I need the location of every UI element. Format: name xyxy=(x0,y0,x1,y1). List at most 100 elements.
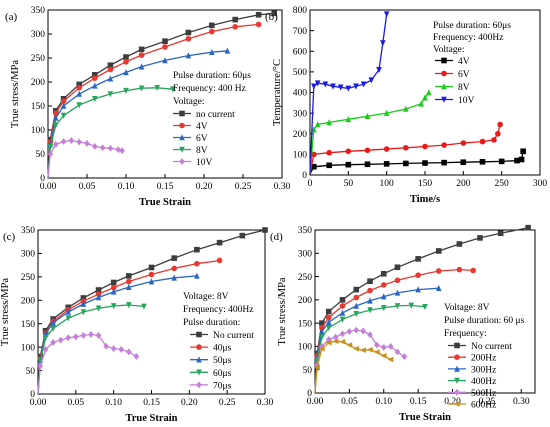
y-tick-label: 350 xyxy=(298,226,313,236)
data-point xyxy=(60,112,67,119)
data-point xyxy=(325,325,332,332)
y-tick-label: 0 xyxy=(40,174,45,184)
data-point xyxy=(110,279,117,286)
x-tick-label: 0.00 xyxy=(30,398,47,408)
data-point xyxy=(319,320,325,326)
legend-header: Voltage: xyxy=(433,45,465,55)
data-point xyxy=(387,343,394,350)
y-axis-title: True stress/MPa xyxy=(0,278,11,347)
legend-entry: 40μs xyxy=(213,344,232,354)
series-60-s xyxy=(37,302,147,395)
data-point xyxy=(65,308,72,315)
series-line xyxy=(47,23,259,179)
legend-header: Voltage: xyxy=(173,97,205,107)
data-point xyxy=(65,334,72,342)
data-point xyxy=(353,294,360,301)
data-point xyxy=(367,278,373,285)
legend-entry: 8V xyxy=(196,146,208,156)
data-point xyxy=(50,339,56,346)
y-tick-label: 0 xyxy=(302,171,307,181)
series-6v xyxy=(309,121,503,175)
y-tick-label: 300 xyxy=(21,250,36,260)
data-point xyxy=(380,304,387,312)
legend-swatch-marker xyxy=(179,110,185,117)
legend-entry: 6V xyxy=(458,70,470,80)
data-point xyxy=(422,304,428,311)
panel-label: (d) xyxy=(270,231,283,243)
data-point xyxy=(353,83,359,90)
data-point xyxy=(368,77,375,84)
data-point xyxy=(107,91,114,98)
data-point xyxy=(53,110,59,116)
data-point xyxy=(76,81,82,88)
data-point xyxy=(126,273,132,279)
chart-panel-2: 0 50 100 150 200 250 300 0 100 200 300 400 500 600 700… xyxy=(265,6,547,205)
y-tick-label: 700 xyxy=(293,27,308,37)
legend-entry: 200Hz xyxy=(471,354,496,364)
data-point xyxy=(110,284,117,291)
data-point xyxy=(326,119,332,126)
legend: Voltage: 8V Pulse duration: 60 μs Frequenc… xyxy=(444,303,525,411)
x-tick-label: 300 xyxy=(533,179,548,189)
data-point xyxy=(460,140,467,146)
data-point xyxy=(80,332,87,339)
legend-entry: 70μs xyxy=(213,381,232,391)
chart-panel-3: 0.00 0.05 0.10 0.15 0.20 0.25 0.30 0 50 100 150 200… xyxy=(0,226,274,424)
y-tick-label: 500 xyxy=(293,68,308,78)
legend-swatch-marker xyxy=(179,158,185,165)
legend-entry: No current xyxy=(471,342,512,352)
x-tick-label: 0.20 xyxy=(196,182,213,192)
y-tick-label: 100 xyxy=(298,343,313,353)
data-point xyxy=(352,345,360,352)
data-point xyxy=(470,267,476,274)
y-tick-label: 250 xyxy=(21,273,36,283)
data-point xyxy=(353,311,360,318)
data-point xyxy=(110,288,117,295)
data-point xyxy=(477,235,483,241)
data-point xyxy=(394,264,401,271)
data-point xyxy=(68,137,75,144)
data-point xyxy=(60,98,67,104)
data-point xyxy=(345,116,352,123)
legend-swatch-marker xyxy=(441,83,447,90)
data-point xyxy=(353,302,360,309)
data-point xyxy=(92,75,98,81)
data-point xyxy=(360,81,367,88)
data-point xyxy=(216,239,223,246)
data-point xyxy=(126,278,132,285)
data-point xyxy=(92,72,98,78)
data-point xyxy=(418,100,424,107)
data-point xyxy=(367,297,373,304)
data-point xyxy=(162,38,168,44)
data-point xyxy=(148,278,155,285)
data-point xyxy=(148,271,155,278)
data-point xyxy=(154,84,160,92)
series-6v xyxy=(47,47,231,179)
data-point xyxy=(141,303,147,310)
data-point xyxy=(460,159,467,166)
series-10v xyxy=(309,11,390,175)
x-tick-label: 0.25 xyxy=(479,397,496,407)
data-point xyxy=(138,46,145,53)
legend-swatch-marker xyxy=(179,146,185,153)
series-line xyxy=(47,12,275,179)
data-point xyxy=(394,303,401,310)
x-tick-label: 0 xyxy=(308,179,313,189)
data-point xyxy=(339,338,346,345)
legend-entry: 4V xyxy=(458,57,470,67)
data-point xyxy=(115,146,121,154)
data-point xyxy=(376,67,382,74)
x-tick-label: 250 xyxy=(495,179,510,189)
data-point xyxy=(322,81,329,88)
y-tick-label: 250 xyxy=(298,273,313,283)
data-point xyxy=(110,345,117,352)
data-point xyxy=(479,138,486,145)
y-tick-label: 0 xyxy=(307,389,312,399)
y-tick-label: 150 xyxy=(298,319,313,329)
legend-swatch-marker xyxy=(454,377,460,384)
data-point xyxy=(491,137,497,143)
data-point xyxy=(110,303,117,310)
data-point xyxy=(224,47,231,54)
series-line xyxy=(47,87,173,179)
